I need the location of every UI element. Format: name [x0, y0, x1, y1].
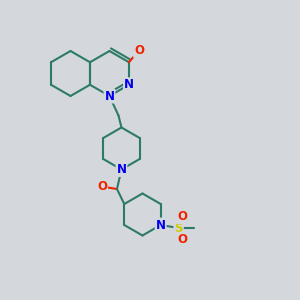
- Text: N: N: [116, 163, 127, 176]
- Text: O: O: [134, 44, 144, 57]
- Text: N: N: [156, 218, 166, 232]
- Text: O: O: [178, 233, 188, 246]
- Text: N: N: [124, 78, 134, 91]
- Text: N: N: [104, 89, 115, 103]
- Text: S: S: [174, 221, 183, 235]
- Text: O: O: [97, 180, 107, 193]
- Text: O: O: [178, 210, 188, 223]
